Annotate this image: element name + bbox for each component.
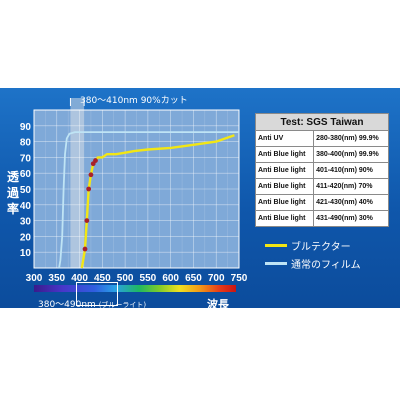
row-value: 280-380(nm) 99.9% [313, 130, 389, 147]
band-highlight-label: 380～410nm 90%カット [80, 96, 188, 106]
row-value: 380-400(nm) 99.9% [313, 146, 389, 163]
series-marker [88, 172, 94, 178]
table-row: Anti Blue light 431-490(nm) 30% [254, 210, 389, 227]
x-tick-label: 300 [26, 273, 43, 284]
ylabel-char-2: 過 [7, 186, 20, 200]
x-tick-label: 700 [208, 273, 225, 284]
row-value: 411-420(nm) 70% [313, 178, 389, 195]
row-value: 421-430(nm) 40% [313, 194, 389, 211]
y-tick-label: 90 [20, 122, 32, 133]
legend-item-normal-film: 通常のフィルム [265, 256, 361, 271]
x-tick-label: 400 [71, 273, 88, 284]
row-label: Anti Blue light [254, 178, 315, 195]
x-tick-label: 550 [140, 273, 157, 284]
table-row: Anti Blue light 401-410(nm) 90% [254, 162, 389, 179]
table-row: Anti Blue light 411-420(nm) 70% [254, 178, 389, 195]
chart-svg: 10 20 30 40 50 60 70 80 90 300 350 400 450 500 550 600 6… [20, 98, 248, 284]
band-highlight [70, 98, 85, 268]
row-label: Anti Blue light [254, 146, 315, 163]
y-tick-label: 80 [20, 138, 32, 149]
test-results-table: Test: SGS Taiwan Anti UV 280-380(nm) 99.9… [254, 113, 389, 227]
legend-item-bluetector: ブルテクター [265, 238, 351, 253]
plot-area: 10 20 30 40 50 60 70 80 90 300 350 400 450 500 550 600 6… [20, 98, 248, 284]
y-tick-label: 40 [20, 201, 32, 212]
series-marker [93, 158, 98, 163]
ylabel-char-1: 透 [7, 170, 20, 184]
series-line-normal-film [58, 131, 239, 269]
x-tick-label: 650 [185, 273, 202, 284]
series-marker [82, 246, 88, 252]
x-tick-label: 600 [162, 273, 179, 284]
row-label: Anti UV [254, 130, 315, 147]
row-label: Anti Blue light [254, 162, 315, 179]
table-row: Anti Blue light 380-400(nm) 99.9% [254, 146, 389, 163]
y-tick-label: 60 [20, 169, 32, 180]
row-label: Anti Blue light [254, 194, 315, 211]
table-title: Test: SGS Taiwan [255, 113, 389, 131]
y-tick-label: 30 [20, 217, 32, 228]
x-tick-label: 500 [117, 273, 134, 284]
plot-border [33, 109, 240, 269]
series-marker [86, 186, 92, 192]
series-marker [84, 218, 90, 224]
legend-label: 通常のフィルム [291, 259, 361, 271]
table-row: Anti Blue light 421-430(nm) 40% [254, 194, 389, 211]
y-tick-label: 10 [20, 248, 32, 259]
row-value: 401-410(nm) 90% [313, 162, 389, 179]
legend-swatch-yellow [265, 243, 287, 247]
x-tick-label: 450 [94, 273, 111, 284]
wavelength-spectrum-bar [34, 285, 236, 292]
ylabel-char-3: 率 [7, 202, 20, 216]
row-label: Anti Blue light [254, 210, 315, 227]
y-tick-label: 20 [20, 232, 32, 243]
y-tick-label: 50 [20, 185, 32, 196]
y-tick-label: 70 [20, 153, 32, 164]
series-line-bluetector [80, 134, 235, 269]
legend-swatch-light-blue [265, 261, 287, 265]
table-row: Anti UV 280-380(nm) 99.9% [254, 130, 389, 147]
legend-label: ブルテクター [291, 241, 351, 253]
row-value: 431-490(nm) 30% [313, 210, 389, 227]
wavelength-label: 波長 [207, 298, 229, 311]
blue-light-range-box [76, 282, 118, 306]
x-tick-label: 750 [231, 273, 248, 284]
spectrum-range-label: 380～490nm (ブルーライト) [38, 300, 147, 310]
x-tick-label: 350 [48, 273, 65, 284]
